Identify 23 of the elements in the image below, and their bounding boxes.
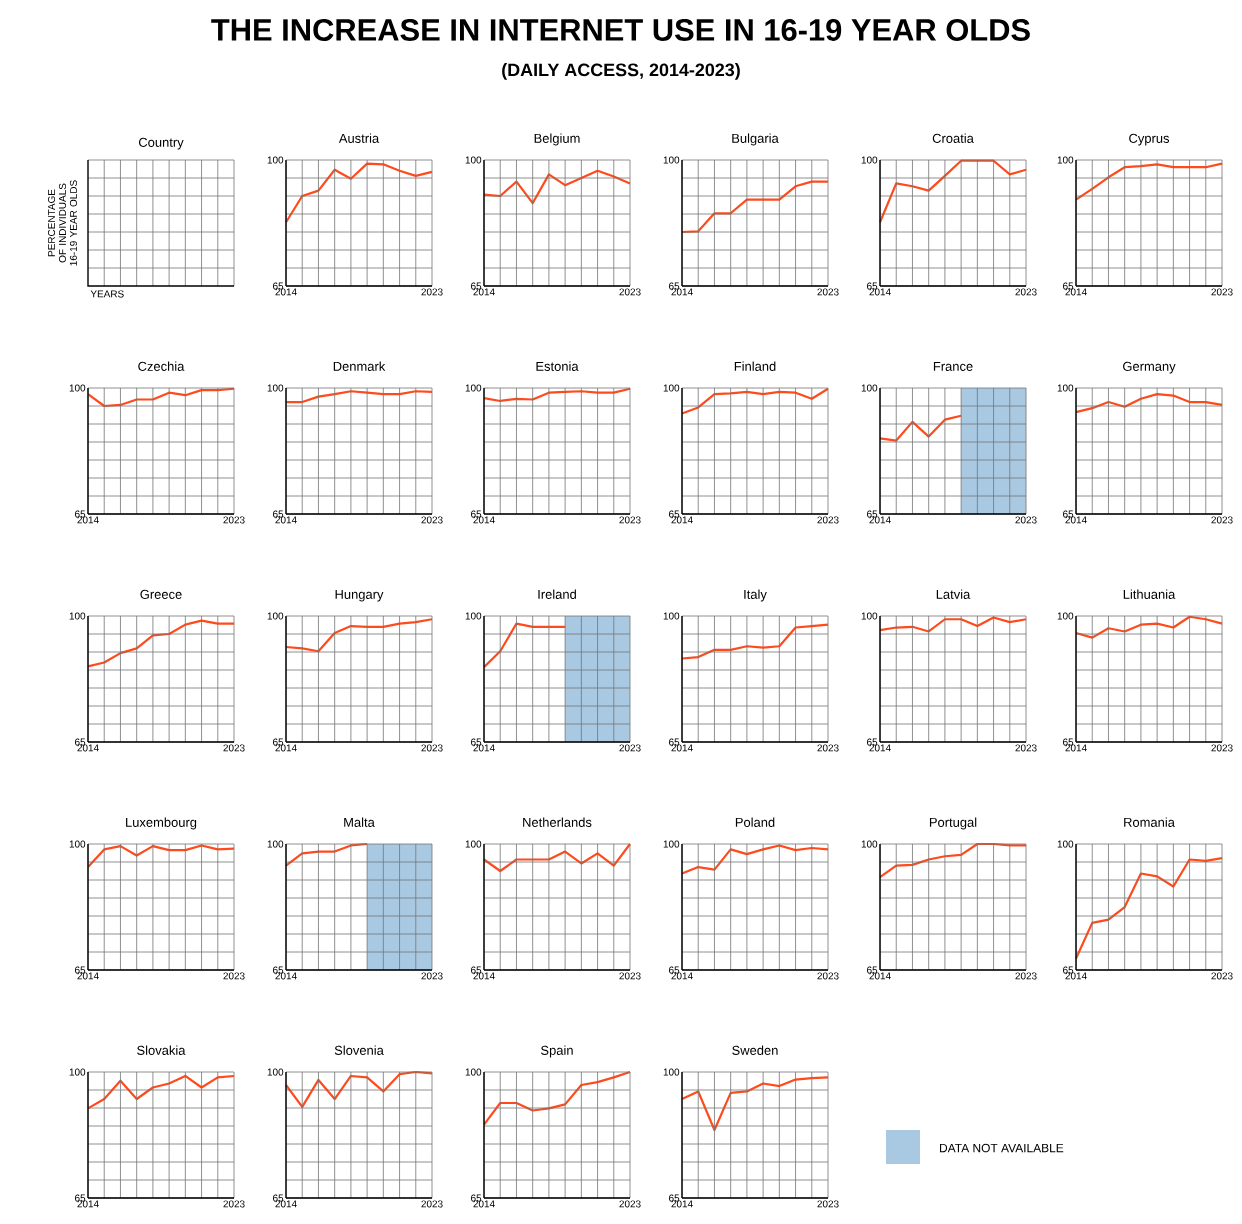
text: THE INCREASE IN INTERNET USE IN 16-19 YEAR OLDS [211, 19, 1030, 41]
line-series [1074, 393, 1224, 414]
line-series [878, 842, 1028, 879]
line-series [284, 842, 369, 867]
line-series [482, 387, 632, 403]
line-series [86, 844, 236, 869]
line-series [680, 387, 830, 415]
line-series [878, 616, 1028, 633]
line-series [1074, 615, 1224, 639]
line-series [86, 1074, 236, 1110]
line-series [680, 844, 830, 875]
line-series [1074, 856, 1224, 960]
line-series [878, 414, 963, 442]
line-series [284, 162, 434, 224]
text: (DAILY ACCESS, 2014-2023) [502, 63, 740, 80]
line-series [482, 169, 632, 205]
line-series [284, 618, 434, 653]
line-series [86, 387, 236, 408]
line-series [482, 1070, 632, 1126]
line-series [86, 619, 236, 668]
line-series [284, 1070, 434, 1109]
line-series [680, 623, 830, 660]
line-series [680, 1076, 830, 1132]
